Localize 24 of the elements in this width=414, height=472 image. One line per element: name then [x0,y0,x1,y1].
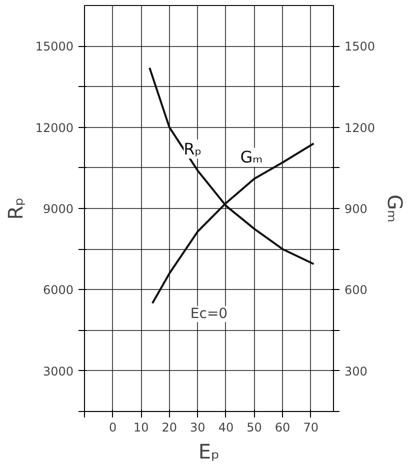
y2-tick-label: 600 [344,283,368,298]
y2-tick-label: 1200 [344,120,376,135]
y-tick-label: 9000 [42,202,74,216]
x-tick-label: 60 [274,420,290,434]
y2-tick-label: 900 [344,202,368,216]
y2-axis-title: Gₘ [383,194,408,222]
y-axis-title: Rₚ [3,197,28,220]
x-tick-label: 10 [133,420,149,434]
y2-tick-label: 300 [344,364,368,378]
x-tick-label: 70 [303,420,319,434]
y-tick-label: 6000 [42,283,74,298]
y-tick-label: 12000 [35,120,74,135]
x-tick-label: 20 [162,420,178,434]
y-tick-label: 15000 [35,40,74,54]
x-axis-title: Eₚ [198,440,220,464]
y2-tick-label: 1500 [344,40,376,54]
x-tick-label: 40 [218,420,234,434]
series-label: Rₚ [184,140,202,159]
x-tick-label: 50 [246,420,262,434]
series-label: Gₘ [240,148,263,167]
annotation: Ec=0 [190,306,228,322]
x-tick-label: 30 [190,420,206,434]
y-tick-label: 3000 [42,364,74,378]
x-tick-label: 0 [108,420,117,434]
